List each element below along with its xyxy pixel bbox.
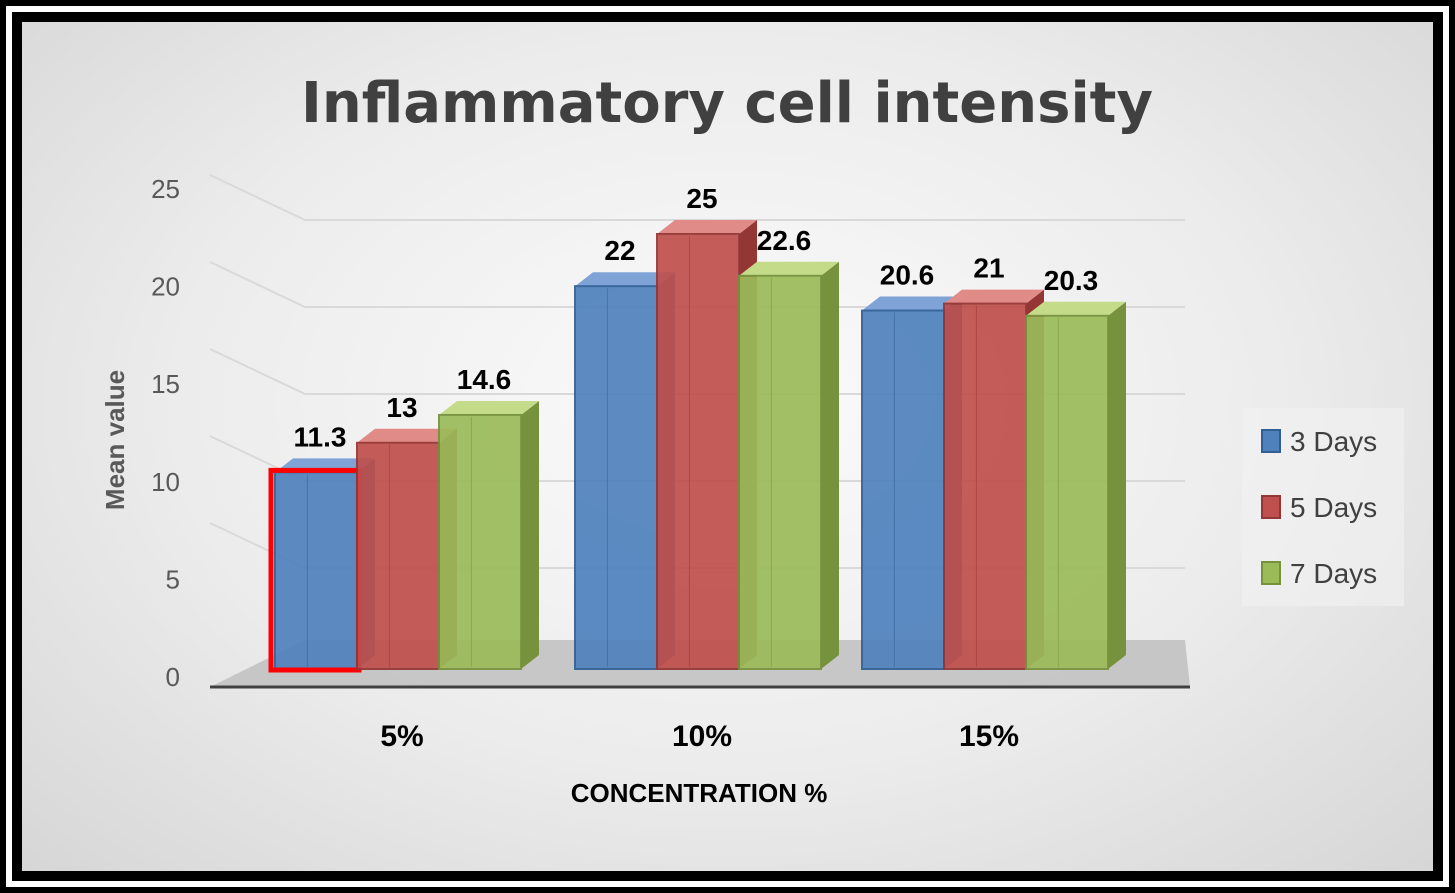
bar-top (862, 296, 962, 311)
legend-item: 7 Days (1261, 558, 1377, 589)
bar-front (438, 413, 522, 670)
y-tick-label: 5 (166, 564, 180, 594)
bar-top (944, 289, 1044, 304)
data-label: 20.3 (1044, 265, 1099, 296)
legend-item: 3 Days (1261, 426, 1377, 457)
bar-front (738, 274, 822, 670)
bar (1025, 301, 1126, 670)
bar-front (943, 302, 1027, 670)
legend-swatch (1261, 429, 1281, 453)
bar-front (356, 441, 440, 670)
legend-swatch (1261, 561, 1281, 585)
bar-top (739, 261, 839, 276)
bar-top (439, 400, 539, 415)
y-tick-label: 0 (166, 662, 180, 692)
bar-front (861, 309, 945, 670)
x-tick-label: 15% (959, 720, 1019, 753)
x-axis-categories: 5% 10% 15% (380, 720, 1019, 753)
bar (438, 400, 539, 670)
bar-side (1108, 301, 1126, 669)
y-axis-ticks: 0 5 10 15 20 25 (151, 174, 180, 692)
bar-top (357, 428, 457, 443)
legend-label: 3 Days (1290, 426, 1377, 457)
legend-label: 5 Days (1290, 492, 1377, 523)
data-label: 25 (686, 183, 717, 214)
data-label: 11.3 (294, 421, 347, 452)
bar-front (656, 233, 740, 670)
chart-title: Inflammatory cell intensity (301, 71, 1153, 136)
bar-side (821, 261, 839, 669)
bar-front (574, 285, 658, 670)
bar-top (657, 220, 757, 234)
y-tick-label: 15 (151, 369, 180, 399)
x-tick-label: 5% (380, 720, 423, 753)
data-label: 22 (604, 235, 635, 266)
bar-side (521, 400, 539, 669)
bar-front (274, 471, 358, 670)
y-tick-label: 25 (151, 174, 180, 204)
gridline (209, 174, 1185, 221)
legend: 3 Days 5 Days 7 Days (1242, 408, 1404, 606)
bar-top (1026, 301, 1126, 316)
legend-label: 7 Days (1290, 558, 1377, 589)
bar-top (575, 272, 675, 287)
data-label: 13 (386, 392, 417, 423)
bars (268, 220, 1126, 673)
bar (738, 261, 839, 670)
data-labels: 11.3 13 14.6 22 25 22.6 20.6 21 20.3 (294, 183, 1099, 452)
bar-front (1025, 314, 1109, 670)
legend-item: 5 Days (1261, 492, 1377, 523)
x-axis-title: CONCENTRATION % (571, 778, 828, 808)
data-label: 22.6 (757, 225, 812, 256)
y-axis-title: Mean value (100, 370, 130, 510)
data-label: 14.6 (457, 364, 512, 395)
data-label: 20.6 (880, 260, 935, 291)
y-tick-label: 20 (151, 272, 180, 302)
legend-swatch (1261, 495, 1281, 519)
y-tick-label: 10 (151, 467, 180, 497)
data-label: 21 (973, 253, 1004, 284)
x-tick-label: 10% (672, 720, 732, 753)
